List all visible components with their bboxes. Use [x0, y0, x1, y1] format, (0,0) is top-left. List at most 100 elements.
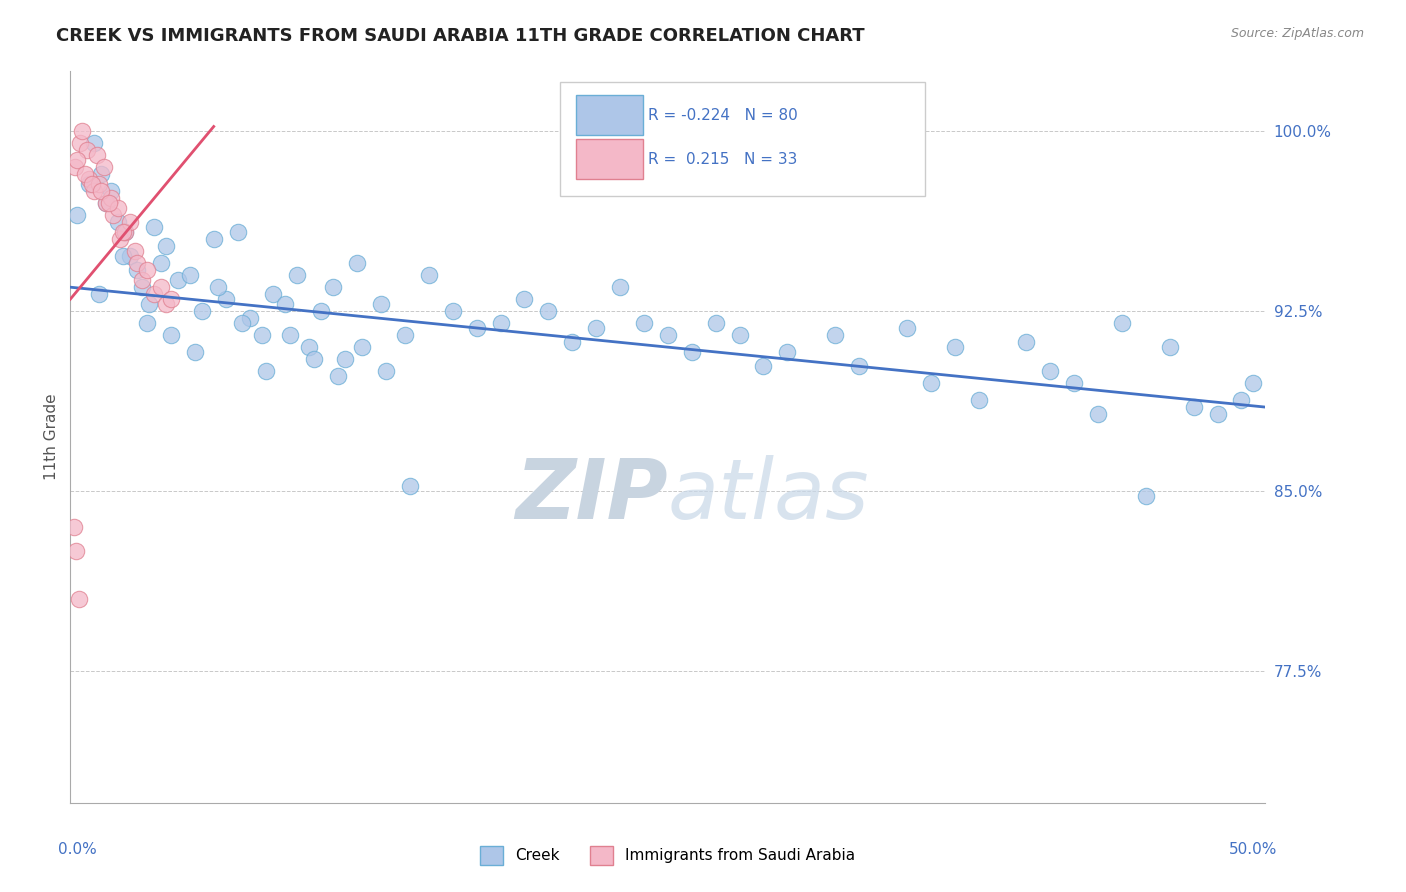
Point: [287, 268, 309, 283]
Point: [920, 376, 942, 391]
Point: [96, 196, 118, 211]
Point: [398, 479, 420, 493]
Point: [87, 177, 110, 191]
Point: [250, 328, 273, 343]
Point: [150, 256, 173, 270]
Point: [943, 340, 966, 354]
Point: [441, 304, 464, 318]
Point: [585, 321, 607, 335]
Point: [135, 263, 157, 277]
Point: [127, 263, 149, 277]
Point: [114, 225, 136, 239]
Point: [1135, 489, 1157, 503]
Point: [86, 148, 108, 162]
Point: [73, 168, 96, 182]
Point: [107, 215, 129, 229]
Text: 50.0%: 50.0%: [1229, 842, 1278, 857]
Point: [346, 256, 368, 270]
Point: [824, 328, 846, 343]
Point: [370, 297, 392, 311]
Point: [311, 304, 333, 318]
Point: [107, 201, 129, 215]
Point: [1015, 335, 1038, 350]
Point: [90, 168, 112, 182]
Point: [63, 520, 86, 534]
Point: [302, 352, 325, 367]
Text: 0.0%: 0.0%: [59, 842, 97, 857]
Point: [202, 232, 225, 246]
Point: [87, 287, 110, 301]
Point: [93, 161, 115, 175]
Point: [167, 273, 190, 287]
Point: [704, 316, 727, 330]
Point: [609, 280, 631, 294]
Point: [100, 184, 122, 198]
Point: [1063, 376, 1085, 391]
Point: [226, 225, 249, 239]
Point: [298, 340, 321, 354]
Point: [350, 340, 373, 354]
Point: [120, 249, 141, 263]
Point: [120, 215, 141, 229]
Point: [967, 392, 990, 407]
Point: [150, 280, 173, 294]
Point: [76, 144, 98, 158]
Point: [135, 316, 157, 330]
Point: [111, 249, 134, 263]
Point: [191, 304, 214, 318]
Point: [111, 225, 134, 239]
Point: [79, 177, 101, 191]
Point: [159, 292, 181, 306]
Point: [131, 273, 153, 287]
Point: [848, 359, 870, 374]
Point: [633, 316, 655, 330]
Point: [63, 161, 86, 175]
Point: [1159, 340, 1181, 354]
Point: [179, 268, 201, 283]
Point: [207, 280, 229, 294]
Point: [183, 345, 205, 359]
Legend: Creek, Immigrants from Saudi Arabia: Creek, Immigrants from Saudi Arabia: [479, 846, 856, 864]
Text: ZIP: ZIP: [515, 455, 668, 536]
Point: [67, 591, 90, 606]
Point: [1230, 392, 1253, 407]
Point: [159, 328, 181, 343]
Point: [127, 256, 149, 270]
Point: [681, 345, 703, 359]
Point: [728, 328, 751, 343]
FancyBboxPatch shape: [561, 82, 925, 195]
Point: [278, 328, 301, 343]
Point: [80, 177, 103, 191]
Point: [1111, 316, 1133, 330]
Point: [513, 292, 536, 306]
Point: [274, 297, 297, 311]
Point: [394, 328, 416, 343]
Point: [65, 544, 87, 558]
Point: [103, 208, 125, 222]
Point: [66, 208, 89, 222]
Point: [138, 297, 160, 311]
Point: [69, 136, 91, 151]
Point: [131, 280, 153, 294]
Point: [1243, 376, 1265, 391]
Y-axis label: 11th Grade: 11th Grade: [44, 393, 59, 481]
Point: [83, 184, 105, 198]
Point: [1039, 364, 1062, 378]
Text: CREEK VS IMMIGRANTS FROM SAUDI ARABIA 11TH GRADE CORRELATION CHART: CREEK VS IMMIGRANTS FROM SAUDI ARABIA 11…: [56, 27, 865, 45]
Point: [143, 220, 166, 235]
Point: [335, 352, 357, 367]
Point: [322, 280, 344, 294]
Point: [418, 268, 440, 283]
Point: [70, 124, 93, 138]
Point: [231, 316, 253, 330]
Point: [155, 297, 177, 311]
Point: [96, 196, 118, 211]
Text: Source: ZipAtlas.com: Source: ZipAtlas.com: [1230, 27, 1364, 40]
Point: [489, 316, 512, 330]
Point: [1182, 400, 1205, 414]
Point: [110, 232, 132, 246]
Point: [752, 359, 775, 374]
Point: [896, 321, 918, 335]
Point: [254, 364, 277, 378]
FancyBboxPatch shape: [576, 139, 643, 179]
